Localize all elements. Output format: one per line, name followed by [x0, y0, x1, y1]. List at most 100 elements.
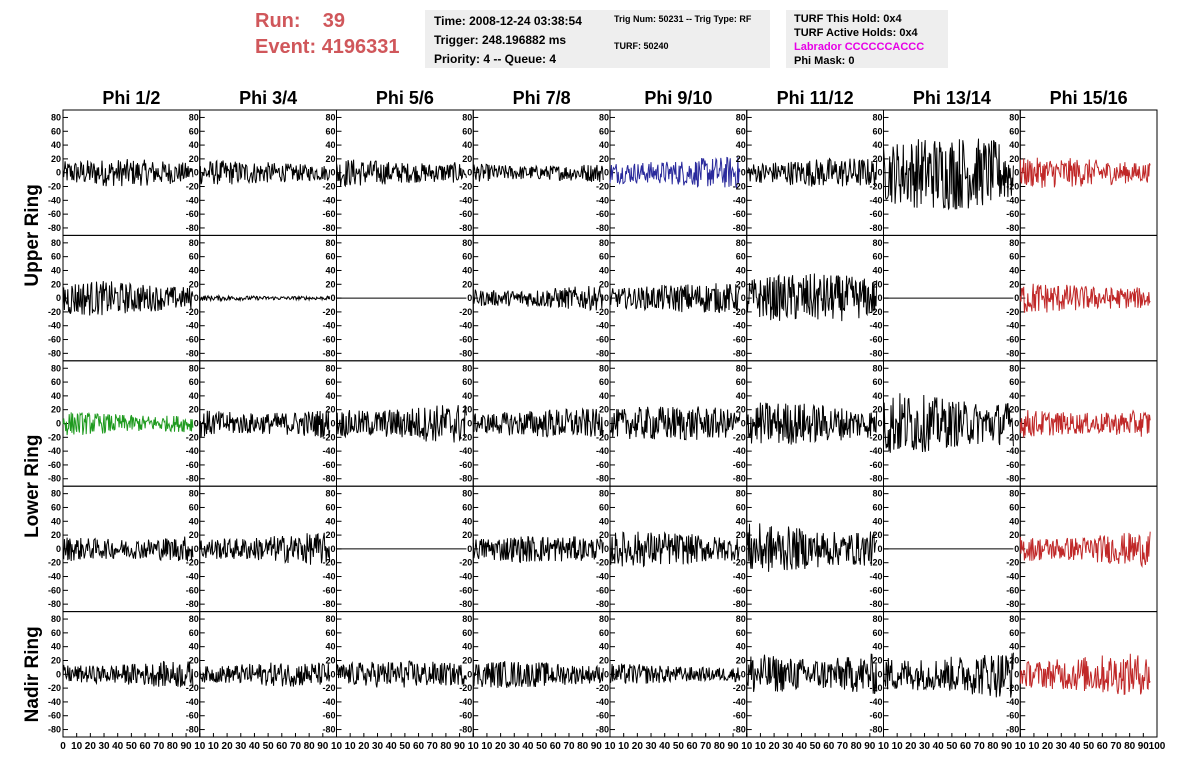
- waveform-trace: [472, 536, 604, 564]
- waveform-trace: [609, 156, 741, 189]
- y-tick-label: -80: [733, 348, 746, 358]
- waveform-trace: [746, 402, 878, 445]
- time-info-box: Time: 2008-12-24 03:38:54 Trigger: 248.1…: [425, 10, 617, 68]
- y-tick-label: -60: [733, 711, 746, 721]
- event-row: Event: 4196331: [255, 34, 400, 60]
- y-tick-label: 60: [872, 502, 882, 512]
- y-tick-label: 80: [462, 238, 472, 248]
- y-tick-label: 0: [467, 293, 472, 303]
- y-tick-label: 40: [462, 516, 472, 526]
- y-tick-label: 60: [462, 252, 472, 262]
- y-tick-label: -40: [459, 446, 472, 456]
- y-tick-label: 60: [51, 502, 61, 512]
- y-tick-label: 40: [325, 391, 335, 401]
- y-tick-label: 80: [872, 489, 882, 499]
- y-tick-label: -40: [596, 572, 609, 582]
- y-tick-label: 20: [325, 405, 335, 415]
- y-tick-label: -40: [186, 195, 199, 205]
- y-tick-label: 80: [462, 112, 472, 122]
- x-tick-label: 50: [946, 741, 958, 752]
- y-tick-label: -40: [869, 446, 882, 456]
- y-tick-label: 0: [330, 669, 335, 679]
- y-tick-label: 40: [189, 265, 199, 275]
- y-tick-label: -20: [186, 683, 199, 693]
- y-tick-label: -80: [322, 599, 335, 609]
- y-tick-label: 40: [51, 516, 61, 526]
- y-tick-label: -20: [186, 558, 199, 568]
- x-tick-label: 60: [823, 741, 835, 752]
- x-tick-label: 60: [960, 741, 972, 752]
- y-tick-label: 20: [51, 405, 61, 415]
- y-tick-label: -40: [186, 321, 199, 331]
- x-tick-label: 80: [304, 741, 316, 752]
- x-tick-label: 40: [933, 741, 945, 752]
- y-tick-label: -60: [1006, 585, 1019, 595]
- waveform-trace: [472, 407, 604, 438]
- y-tick-label: 0: [467, 168, 472, 178]
- waveform-trace: [883, 393, 1014, 453]
- y-tick-label: -80: [48, 725, 61, 735]
- waveform-trace: [199, 159, 331, 185]
- y-tick-label: 40: [1009, 642, 1019, 652]
- y-tick-label: 40: [599, 516, 609, 526]
- y-tick-label: 0: [1014, 168, 1019, 178]
- y-tick-label: 0: [330, 293, 335, 303]
- x-tick-label: 20: [632, 741, 644, 752]
- y-tick-label: -60: [596, 209, 609, 219]
- y-tick-label: -60: [733, 460, 746, 470]
- y-tick-label: -60: [48, 209, 61, 219]
- y-tick-label: 60: [51, 126, 61, 136]
- y-tick-label: -80: [322, 348, 335, 358]
- y-tick-label: 20: [325, 279, 335, 289]
- y-tick-label: 60: [736, 502, 746, 512]
- y-tick-label: -40: [322, 572, 335, 582]
- y-tick-label: -40: [733, 321, 746, 331]
- y-tick-label: 80: [872, 614, 882, 624]
- x-tick-label: 10: [71, 741, 83, 752]
- y-tick-label: -20: [733, 432, 746, 442]
- run-label: Run:: [255, 10, 301, 32]
- y-tick-label: 40: [872, 516, 882, 526]
- y-tick-label: 60: [599, 126, 609, 136]
- y-tick-label: -80: [869, 348, 882, 358]
- y-tick-label: 40: [872, 265, 882, 275]
- y-tick-label: -80: [186, 599, 199, 609]
- waveform-trace: [199, 410, 331, 438]
- y-tick-label: 0: [194, 669, 199, 679]
- x-tick-label: 80: [987, 741, 999, 752]
- column-title: Phi 1/2: [102, 88, 160, 108]
- y-tick-label: -80: [48, 223, 61, 233]
- x-tick-label: 90: [1001, 741, 1013, 752]
- y-tick-label: 20: [325, 530, 335, 540]
- y-tick-label: 80: [462, 489, 472, 499]
- x-tick-label: 50: [536, 741, 548, 752]
- waveform-trace: [1019, 531, 1151, 568]
- y-tick-label: -40: [596, 446, 609, 456]
- y-tick-label: 80: [599, 363, 609, 373]
- event-value: 4196331: [321, 36, 400, 58]
- x-tick-label: 50: [810, 741, 822, 752]
- y-tick-label: -80: [733, 725, 746, 735]
- x-tick-label: 90: [864, 741, 876, 752]
- y-tick-label: 40: [1009, 265, 1019, 275]
- y-tick-label: -20: [733, 182, 746, 192]
- y-tick-label: -40: [596, 195, 609, 205]
- y-tick-label: -80: [596, 725, 609, 735]
- waveform-trace: [199, 662, 331, 687]
- y-tick-label: -80: [596, 599, 609, 609]
- x-tick-label: 70: [427, 741, 439, 752]
- y-tick-label: -60: [869, 711, 882, 721]
- y-tick-label: -20: [596, 683, 609, 693]
- y-tick-label: 80: [189, 363, 199, 373]
- y-tick-label: -40: [869, 321, 882, 331]
- x-tick-label: 20: [222, 741, 234, 752]
- x-tick-label: 20: [769, 741, 781, 752]
- y-tick-label: -20: [1006, 558, 1019, 568]
- y-tick-label: 60: [462, 628, 472, 638]
- y-tick-label: 20: [189, 655, 199, 665]
- column-title: Phi 11/12: [777, 88, 854, 108]
- y-tick-label: -20: [733, 307, 746, 317]
- y-tick-label: 60: [325, 252, 335, 262]
- y-tick-label: 40: [51, 265, 61, 275]
